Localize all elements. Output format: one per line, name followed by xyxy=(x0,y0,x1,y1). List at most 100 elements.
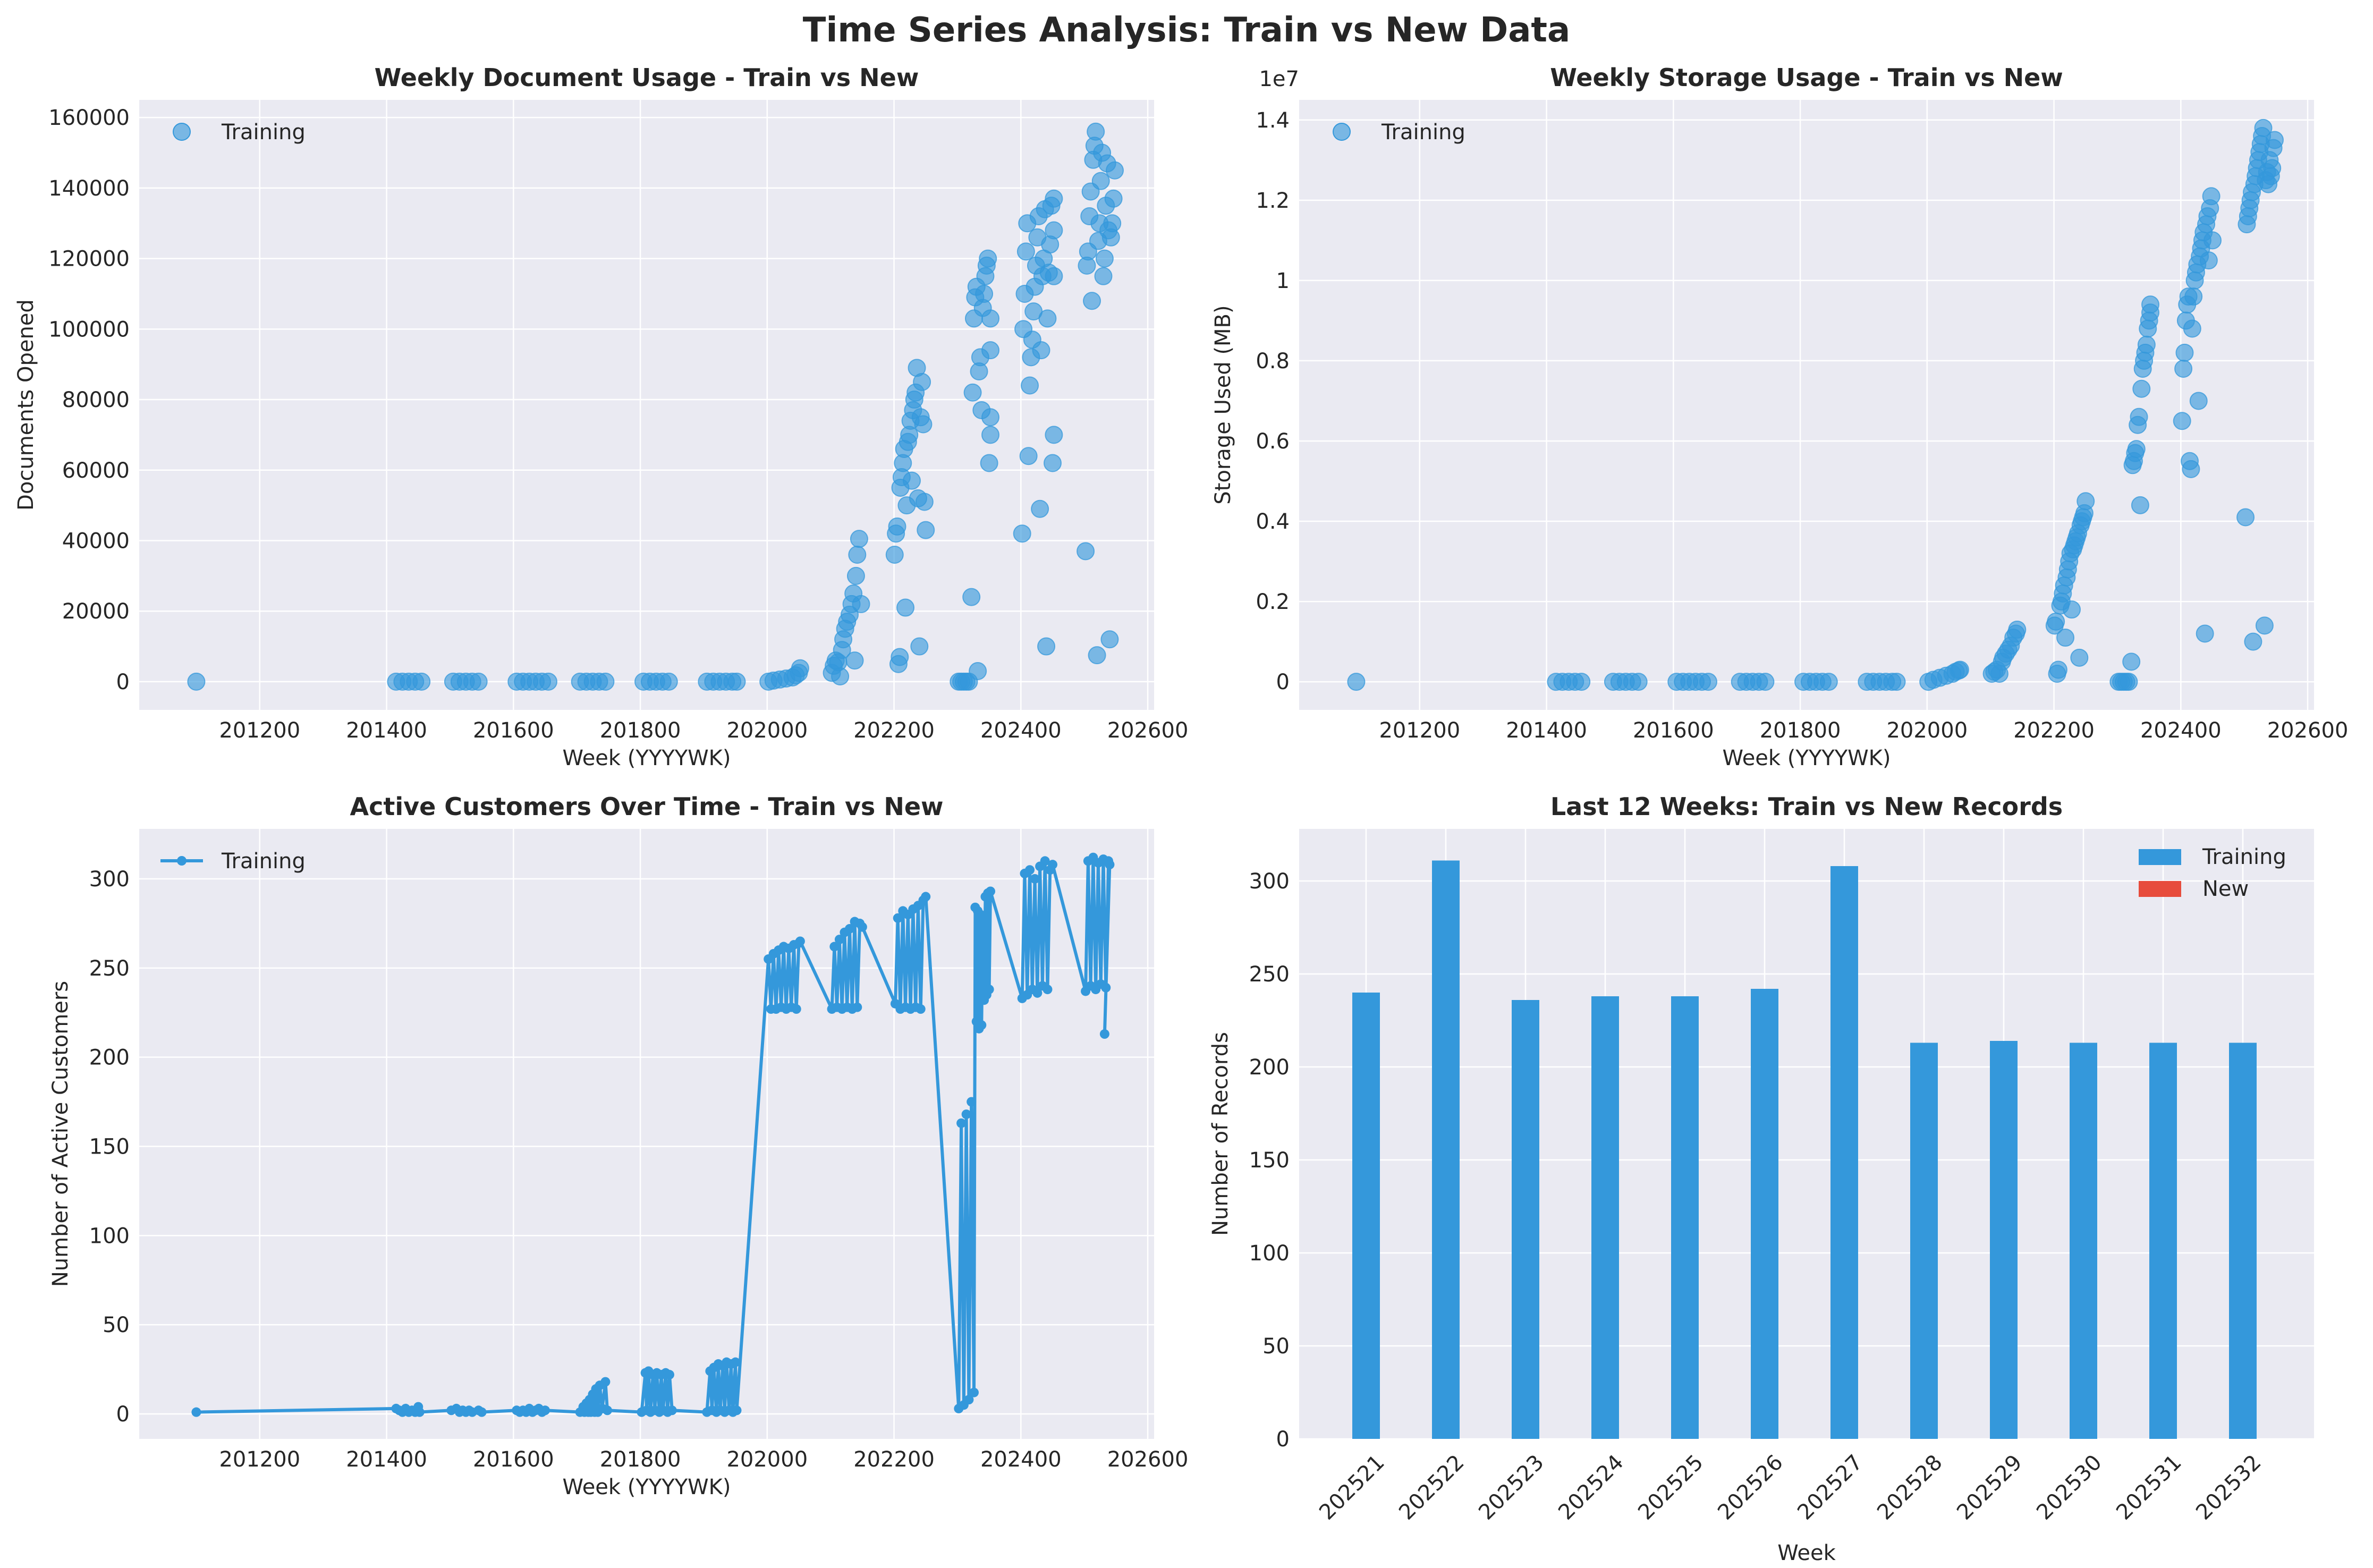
data-point xyxy=(2173,412,2191,430)
x-tick-label: 201400 xyxy=(346,718,427,743)
data-point xyxy=(791,659,809,677)
data-point xyxy=(2127,440,2146,459)
y-axis-label: Storage Used (MB) xyxy=(1211,305,1235,504)
data-point xyxy=(2070,648,2089,667)
x-tick-label: 202400 xyxy=(980,1447,1062,1472)
data-point xyxy=(1104,189,1123,208)
data-point xyxy=(412,672,431,691)
line-marker xyxy=(732,1405,742,1416)
data-point xyxy=(981,309,1000,328)
x-tick-label: 202600 xyxy=(1107,1447,1189,1472)
legend-label: Training xyxy=(1381,120,1465,145)
data-point xyxy=(888,517,906,536)
data-point xyxy=(850,530,868,548)
bar xyxy=(1671,996,1699,1439)
bar xyxy=(1512,1000,1539,1439)
line-marker xyxy=(921,892,931,902)
x-tick-label: 202000 xyxy=(726,718,808,743)
y-tick-label: 100 xyxy=(1249,1241,1290,1266)
y-tick-label: 0.6 xyxy=(1256,429,1290,454)
y-tick-label: 300 xyxy=(89,867,130,892)
data-point xyxy=(1819,673,1838,691)
plot-area xyxy=(139,829,1154,1439)
legend-marker xyxy=(1333,123,1351,141)
y-tick-label: 300 xyxy=(1249,869,1290,894)
data-point xyxy=(1347,673,1366,691)
data-point xyxy=(2263,159,2282,177)
bar xyxy=(1830,866,1858,1439)
data-point xyxy=(981,426,1000,444)
line-marker xyxy=(967,1097,977,1107)
line-marker xyxy=(414,1407,425,1417)
x-tick-label: 201600 xyxy=(473,718,554,743)
x-tick-label: 202532 xyxy=(2191,1450,2266,1525)
legend-marker xyxy=(177,856,187,866)
data-point xyxy=(2183,319,2201,338)
data-point xyxy=(1951,660,1969,679)
data-point xyxy=(2077,492,2095,511)
line-marker xyxy=(893,913,903,923)
data-point xyxy=(852,595,870,613)
x-tick-label: 201400 xyxy=(346,1447,427,1472)
data-point xyxy=(1045,267,1063,285)
data-point xyxy=(1088,646,1106,665)
x-tick-label: 201200 xyxy=(219,718,300,743)
data-point xyxy=(727,672,746,691)
data-point xyxy=(1045,189,1063,208)
data-point xyxy=(1887,673,1906,691)
data-point xyxy=(831,667,850,685)
x-tick-label: 202400 xyxy=(980,718,1062,743)
line-marker xyxy=(1101,982,1111,993)
data-point xyxy=(596,672,615,691)
x-axis-label: Week (YYYYWK) xyxy=(562,1475,731,1499)
y-tick-label: 1.2 xyxy=(1256,189,1290,213)
data-point xyxy=(2244,632,2262,651)
data-point xyxy=(1087,122,1105,141)
y-axis-label: Documents Opened xyxy=(14,299,38,511)
data-point xyxy=(915,493,934,511)
data-point xyxy=(1037,637,1056,656)
storage-usage-chart: 0 0.2 0.4 0.6 0.8 1 1.2 1.4 Weekly Storage Usage… xyxy=(1211,63,2348,770)
x-tick-label: 202200 xyxy=(853,1447,935,1472)
data-point xyxy=(2049,660,2067,679)
data-point xyxy=(981,408,1000,427)
data-point xyxy=(2137,335,2156,354)
x-axis-label: Week (YYYYWK) xyxy=(1722,746,1891,770)
chart-title: Weekly Document Usage - Train vs New xyxy=(375,63,919,92)
data-point xyxy=(187,672,206,691)
active-customers-chart: 0 50 100 150 200 250 300 Active Customers Over … xyxy=(48,792,1188,1499)
x-tick-label: 202524 xyxy=(1554,1450,1629,1525)
y-axis-label: Number of Active Customers xyxy=(48,981,73,1287)
data-point xyxy=(1083,292,1101,310)
y-tick-label: 1 xyxy=(1276,269,1290,293)
data-point xyxy=(979,249,997,268)
data-point xyxy=(2175,343,2194,362)
y-tick-label: 0.4 xyxy=(1256,510,1290,534)
legend-swatch xyxy=(2139,849,2181,865)
x-tick-label: 202522 xyxy=(1394,1450,1469,1525)
data-point xyxy=(2130,408,2148,426)
bar xyxy=(2149,1042,2177,1439)
data-point xyxy=(980,454,998,472)
data-point xyxy=(2008,620,2027,639)
data-point xyxy=(917,521,935,539)
x-tick-label: 202400 xyxy=(2140,718,2222,743)
y-tick-label: 0 xyxy=(116,670,130,694)
y-tick-label: 250 xyxy=(1249,962,1290,987)
data-point xyxy=(2122,652,2141,671)
data-point xyxy=(845,651,864,670)
x-tick-label: 201800 xyxy=(600,1447,681,1472)
data-point xyxy=(975,284,994,303)
line-marker xyxy=(667,1405,677,1416)
x-tick-label: 202529 xyxy=(1952,1450,2027,1525)
x-tick-label: 202531 xyxy=(2112,1450,2186,1525)
data-point xyxy=(1100,630,1119,649)
data-point xyxy=(2255,616,2274,635)
line-marker xyxy=(857,922,867,932)
data-point xyxy=(1756,673,1775,691)
plot-area xyxy=(1299,100,2314,710)
data-point xyxy=(1038,309,1057,328)
data-point xyxy=(1091,172,1110,190)
line-marker xyxy=(969,1387,979,1397)
